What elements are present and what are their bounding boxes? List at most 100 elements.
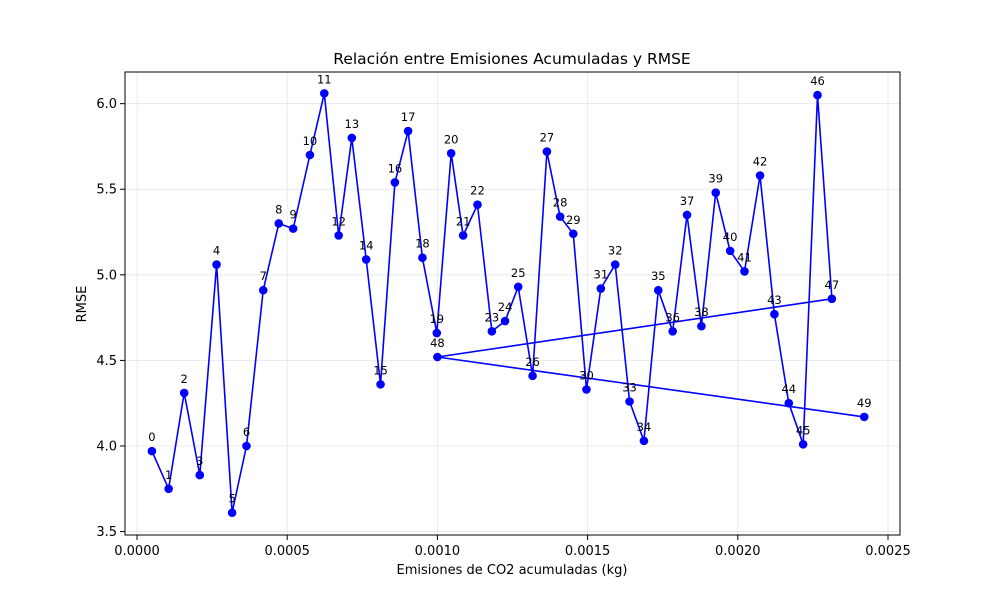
data-point <box>227 508 237 518</box>
data-point <box>528 371 537 381</box>
point-label: 46 <box>810 74 825 88</box>
data-point <box>319 89 329 98</box>
x-axis: 0.0000 0.0005 0.0010 0.0015 0.0020 0.0025 <box>114 535 911 559</box>
data-point <box>147 446 157 456</box>
data-point <box>639 436 649 446</box>
point-label: 43 <box>767 293 782 307</box>
point-label: 9 <box>289 208 296 222</box>
data-point <box>668 327 677 336</box>
point-label: 31 <box>594 268 609 282</box>
data-point <box>682 210 692 220</box>
data-point <box>827 294 837 304</box>
data-point <box>473 200 482 209</box>
point-label: 8 <box>275 202 282 216</box>
point-label: 14 <box>359 238 374 252</box>
point-label: 24 <box>498 300 513 314</box>
y-tick-label: 5.0 <box>96 268 117 283</box>
data-point <box>458 231 468 240</box>
point-label: 15 <box>373 363 388 377</box>
point-label: 5 <box>228 492 235 506</box>
data-point <box>770 309 779 319</box>
y-tick-label: 5.5 <box>96 183 117 198</box>
point-label: 6 <box>243 425 250 439</box>
data-point <box>403 126 413 136</box>
point-label: 44 <box>781 382 796 396</box>
data-point <box>376 380 385 389</box>
data-point <box>179 388 189 398</box>
y-axis-label: RMSE <box>75 286 90 323</box>
point-label: 22 <box>470 184 485 198</box>
data-point <box>798 439 808 449</box>
point-label: 18 <box>415 237 430 251</box>
point-label: 30 <box>579 369 594 383</box>
point-label: 40 <box>723 230 738 244</box>
data-point <box>653 285 663 295</box>
data-point <box>242 441 251 451</box>
y-axis: 3.5 4.0 4.5 5.0 5.5 6.0 <box>96 97 125 540</box>
point-label: 33 <box>622 380 637 394</box>
point-label: 36 <box>665 310 680 324</box>
point-label: 7 <box>260 269 267 283</box>
point-label: 11 <box>317 72 332 86</box>
x-tick-label: 0.0020 <box>715 544 761 559</box>
point-label: 29 <box>566 213 581 227</box>
point-label: 0 <box>148 430 155 444</box>
y-tick-label: 4.5 <box>96 354 117 369</box>
point-label: 26 <box>525 355 540 369</box>
data-point <box>610 260 620 269</box>
data-point <box>582 385 591 394</box>
point-label: 38 <box>694 305 709 319</box>
point-label: 20 <box>444 132 459 146</box>
data-point <box>813 90 822 100</box>
data-point <box>334 231 343 240</box>
data-point <box>596 284 606 293</box>
x-tick-label: 0.0005 <box>264 544 310 559</box>
data-point <box>500 316 510 326</box>
point-label: 13 <box>345 117 360 131</box>
data-point <box>164 484 173 494</box>
data-point <box>361 255 371 264</box>
point-label: 3 <box>196 454 203 468</box>
chart-title: Relación entre Emisiones Acumuladas y RM… <box>333 50 690 68</box>
data-point <box>487 327 497 336</box>
point-label: 37 <box>680 194 695 208</box>
data-point <box>568 229 578 239</box>
x-tick-label: 0.0000 <box>114 544 160 559</box>
data-point <box>212 260 221 269</box>
data-point <box>784 398 794 408</box>
data-point <box>555 212 565 221</box>
data-point <box>274 219 284 228</box>
data-point <box>542 147 552 156</box>
point-label: 35 <box>651 269 666 283</box>
data-point <box>288 224 298 233</box>
data-point <box>625 397 634 406</box>
point-label: 48 <box>430 336 445 350</box>
data-point <box>390 178 400 187</box>
x-axis-label: Emisiones de CO2 acumuladas (kg) <box>397 563 628 578</box>
point-label: 47 <box>825 278 840 292</box>
data-point <box>195 470 205 480</box>
data-point <box>740 267 749 276</box>
point-label: 17 <box>401 110 416 124</box>
point-label: 28 <box>553 196 568 210</box>
point-label: 10 <box>303 134 318 148</box>
data-point <box>305 150 315 160</box>
point-label: 34 <box>637 420 652 434</box>
data-point <box>258 285 268 295</box>
y-tick-label: 3.5 <box>96 525 117 540</box>
point-label: 32 <box>608 244 623 258</box>
point-label: 39 <box>708 172 723 186</box>
point-label: 4 <box>213 244 220 258</box>
point-label: 27 <box>540 131 555 145</box>
point-label: 25 <box>511 266 526 280</box>
data-point <box>433 352 442 362</box>
data-point <box>859 412 869 422</box>
data-point <box>513 282 523 292</box>
point-label: 23 <box>485 310 500 324</box>
point-label: 1 <box>165 468 172 482</box>
point-label: 2 <box>181 372 188 386</box>
data-point <box>432 328 442 338</box>
data-point <box>755 171 765 180</box>
point-label: 19 <box>429 312 444 326</box>
data-point <box>418 253 427 263</box>
